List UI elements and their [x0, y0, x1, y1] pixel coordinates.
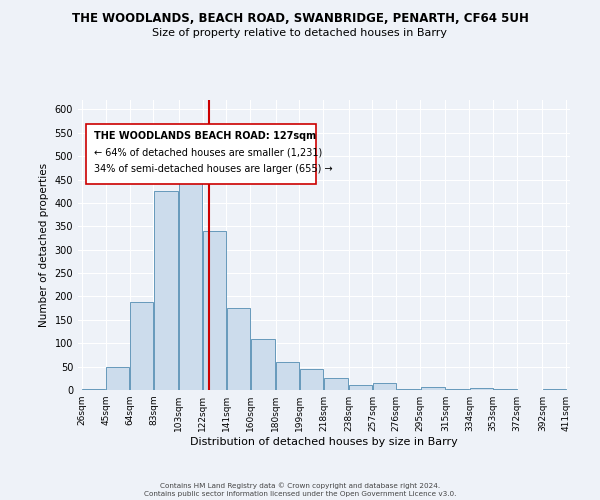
Text: Contains public sector information licensed under the Open Government Licence v3: Contains public sector information licen… — [144, 491, 456, 497]
Y-axis label: Number of detached properties: Number of detached properties — [39, 163, 49, 327]
Bar — [82, 388, 106, 390]
Bar — [106, 366, 130, 390]
Bar — [446, 388, 469, 390]
Bar — [373, 384, 396, 390]
Text: ← 64% of detached houses are smaller (1,231): ← 64% of detached houses are smaller (1,… — [94, 148, 322, 158]
Bar — [493, 388, 517, 390]
Bar — [323, 378, 348, 390]
Text: Size of property relative to detached houses in Barry: Size of property relative to detached ho… — [152, 28, 448, 38]
Bar — [397, 388, 420, 390]
Bar — [154, 191, 178, 390]
Text: 34% of semi-detached houses are larger (655) →: 34% of semi-detached houses are larger (… — [94, 164, 333, 174]
Bar — [251, 340, 275, 390]
Bar — [542, 388, 566, 390]
Bar — [300, 370, 323, 390]
Bar — [349, 386, 372, 390]
Text: THE WOODLANDS, BEACH ROAD, SWANBRIDGE, PENARTH, CF64 5UH: THE WOODLANDS, BEACH ROAD, SWANBRIDGE, P… — [71, 12, 529, 26]
Bar — [470, 388, 493, 390]
Text: Contains HM Land Registry data © Crown copyright and database right 2024.: Contains HM Land Registry data © Crown c… — [160, 482, 440, 489]
Bar — [421, 387, 445, 390]
Bar — [130, 302, 153, 390]
Bar — [203, 231, 226, 390]
Text: THE WOODLANDS BEACH ROAD: 127sqm: THE WOODLANDS BEACH ROAD: 127sqm — [94, 131, 316, 141]
X-axis label: Distribution of detached houses by size in Barry: Distribution of detached houses by size … — [190, 437, 458, 447]
Bar — [179, 167, 202, 390]
Bar — [276, 362, 299, 390]
Bar — [227, 308, 250, 390]
